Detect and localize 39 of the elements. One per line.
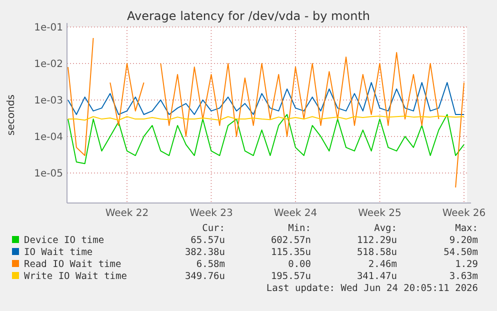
line-series xyxy=(68,114,464,164)
text: 54.50m xyxy=(444,247,478,258)
text: 602.57n xyxy=(270,235,311,246)
text: 0.00 xyxy=(288,259,312,270)
text: 112.29u xyxy=(356,235,397,246)
x-tick-label: Week 26 xyxy=(442,208,486,219)
y-tick-label: 1e-02 xyxy=(34,58,63,70)
text: Last update: Wed Jun 24 20:05:11 2026 xyxy=(266,283,478,294)
x-tick-label: Week 24 xyxy=(274,208,318,219)
text: 115.35u xyxy=(270,247,311,258)
text: 3.63m xyxy=(449,271,478,282)
legend-label: Read IO Wait time xyxy=(24,259,122,270)
text: 65.57u xyxy=(190,235,225,246)
x-tick-label: Week 23 xyxy=(190,208,233,219)
y-tick-label: 1e-04 xyxy=(34,132,63,143)
x-tick-label: Week 25 xyxy=(358,208,402,219)
text: 6.58m xyxy=(196,259,226,270)
text: 341.47u xyxy=(356,271,397,282)
text: Min: xyxy=(288,223,311,234)
text: 1.29 xyxy=(455,259,478,270)
y-axis-title: seconds xyxy=(6,94,17,136)
text: Avg: xyxy=(374,223,397,234)
text: 518.58u xyxy=(356,247,397,258)
y-tick-label: 1e-05 xyxy=(34,168,63,180)
text: 382.38u xyxy=(184,247,225,258)
x-tick-label: Week 22 xyxy=(105,208,149,219)
text: Cur: xyxy=(202,223,225,234)
legend-label: Device IO time xyxy=(24,235,104,246)
chart-title: Average latency for /dev/vda - by month xyxy=(127,9,370,23)
text: 195.57u xyxy=(270,271,311,282)
text: Max: xyxy=(455,223,478,234)
line-series xyxy=(68,82,464,115)
text: 2.46m xyxy=(368,259,398,270)
y-tick-label: 1e-03 xyxy=(34,95,63,106)
legend-label: Write IO Wait time xyxy=(24,271,128,282)
text: 9.20m xyxy=(449,235,478,246)
legend-label: IO Wait time xyxy=(24,247,93,258)
text: 349.76u xyxy=(184,271,225,282)
y-tick-label: 1e-01 xyxy=(34,22,63,34)
